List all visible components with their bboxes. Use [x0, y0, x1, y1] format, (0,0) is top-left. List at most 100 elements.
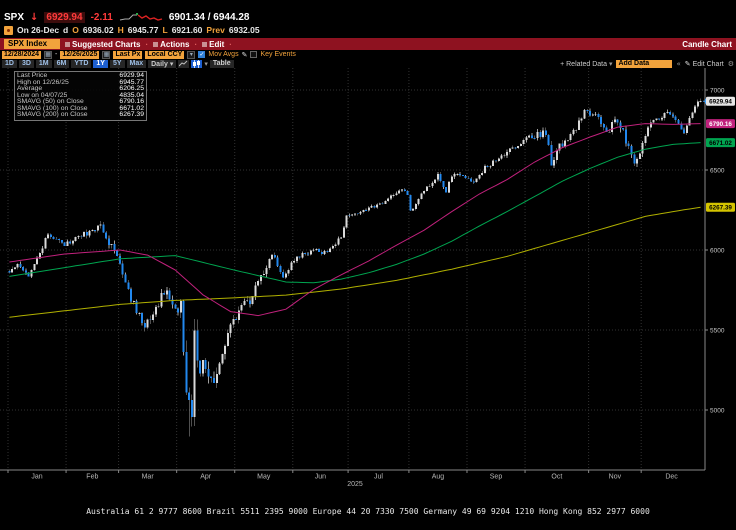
- high-value: 6945.77: [127, 25, 159, 35]
- period-button-1d[interactable]: 1D: [2, 59, 17, 68]
- frequency-dropdown[interactable]: Daily ▾: [148, 59, 177, 68]
- session-flag: d: [63, 25, 69, 35]
- pencil-icon: ✎: [684, 59, 691, 68]
- down-arrow-icon: ↓: [30, 11, 39, 23]
- prev-label: Prev: [206, 25, 225, 35]
- svg-text:Apr: Apr: [200, 474, 212, 481]
- chart-legend[interactable]: Last Price 6929.94 High on 12/26/25 6945.77…: [14, 71, 147, 121]
- legend-row[interactable]: High on 12/26/25 6945.77: [17, 78, 144, 86]
- svg-text:5000: 5000: [710, 407, 725, 414]
- currency-dropdown[interactable]: Local CCY: [145, 50, 185, 59]
- quote-header-line2: On 26-Dec d O 6936.02 H 6945.77 L 6921.6…: [4, 25, 260, 35]
- menu-separator: ·: [145, 39, 149, 49]
- gear-icon[interactable]: ⚙: [727, 59, 734, 68]
- candlestick-chart[interactable]: 7000 6500 6000 5500 5000 Jan Feb Mar Apr May Jun Ju…: [0, 68, 736, 487]
- svg-text:5500: 5500: [710, 327, 725, 334]
- svg-text:Jun: Jun: [315, 474, 326, 481]
- edit-mov-avgs-icon[interactable]: ✎: [241, 50, 248, 59]
- actions-icon: [153, 41, 159, 47]
- legend-row[interactable]: SMAVG (50) on Close 6790.16: [17, 98, 144, 105]
- svg-text:Feb: Feb: [86, 474, 98, 481]
- legend-row[interactable]: SMAVG (100) on Close 6671.02: [17, 104, 144, 112]
- svg-text:Aug: Aug: [432, 474, 445, 481]
- period-button-5y[interactable]: 5Y: [109, 59, 125, 68]
- period-button-1y[interactable]: 1Y: [93, 59, 108, 68]
- net-change: -2.11: [90, 11, 113, 23]
- svg-text:6267.39: 6267.39: [709, 205, 732, 212]
- menu-separator: ·: [229, 39, 232, 49]
- legend-row[interactable]: Average 6206.25: [17, 85, 144, 92]
- period-button-ytd[interactable]: YTD: [71, 59, 92, 68]
- menu-item-actions[interactable]: Actions: [153, 40, 189, 49]
- candle-chart-type-button[interactable]: [191, 59, 203, 68]
- key-events-label: Key Events: [260, 51, 296, 58]
- mov-avgs-label: Mov Avgs: [208, 51, 239, 58]
- bid-ask: 6901.34 / 6944.28: [168, 11, 250, 23]
- edit-chart-button[interactable]: ✎ Edit Chart: [684, 59, 724, 68]
- period-button-3d[interactable]: 3D: [18, 59, 34, 68]
- security-input[interactable]: SPX Index: [4, 39, 60, 49]
- last-price: 6929.94: [44, 11, 85, 23]
- svg-text:Oct: Oct: [551, 474, 562, 481]
- ticker-symbol: SPX: [4, 11, 25, 23]
- price-field-dropdown[interactable]: Last Px: [113, 50, 143, 59]
- open-label: O: [72, 25, 79, 35]
- footer: Australia 61 2 9777 8600 Brazil 5511 239…: [0, 488, 736, 530]
- high-label: H: [117, 25, 124, 35]
- toolbar-row: 1D 3D 1M 6M YTD 1Y 5Y Max Daily ▾ ▾ Table + Rel…: [0, 59, 736, 68]
- chevron-down-icon[interactable]: ▾: [187, 50, 196, 59]
- legend-row[interactable]: Low on 04/07/25 4835.04: [17, 91, 144, 99]
- svg-text:6000: 6000: [710, 247, 725, 254]
- legend-row[interactable]: SMAVG (200) on Close 6267.39: [17, 111, 144, 118]
- menu-item-suggested-charts[interactable]: Suggested Charts: [65, 40, 140, 49]
- date-from-input[interactable]: 12/28/2024: [2, 50, 42, 59]
- quote-header-line1: SPX ↓ 6929.94 -2.11 6901.34 / 6944.28: [4, 11, 249, 23]
- settings-row: 12/28/2024 ▦ - 12/26/2025 ▦ Last Px Loca…: [0, 50, 736, 59]
- period-button-6m[interactable]: 6M: [53, 59, 70, 68]
- collapse-icon[interactable]: «: [676, 59, 681, 68]
- footer-contact-line1: Australia 61 2 9777 8600 Brazil 5511 239…: [86, 507, 650, 516]
- related-data-button[interactable]: + Related Data ▾: [560, 59, 613, 68]
- period-button-1m[interactable]: 1M: [35, 59, 52, 68]
- svg-text:Dec: Dec: [665, 474, 678, 481]
- period-button-max[interactable]: Max: [126, 59, 147, 68]
- edit-icon: [202, 41, 208, 47]
- low-label: L: [162, 25, 168, 35]
- open-value: 6936.02: [82, 25, 114, 35]
- svg-text:2025: 2025: [347, 481, 363, 487]
- alert-icon[interactable]: [4, 25, 13, 35]
- svg-text:Jan: Jan: [31, 474, 42, 481]
- chart-type-label: Candle Chart: [682, 39, 732, 49]
- svg-text:Mar: Mar: [142, 474, 155, 481]
- table-button[interactable]: Table: [209, 59, 234, 68]
- low-value: 6921.60: [171, 25, 203, 35]
- svg-text:Nov: Nov: [609, 474, 622, 481]
- calendar-icon[interactable]: ▦: [44, 50, 53, 59]
- session-date: On 26-Dec: [17, 25, 60, 35]
- date-range-dash: -: [55, 51, 58, 58]
- period-buttons: 1D 3D 1M 6M YTD 1Y 5Y Max: [2, 59, 147, 68]
- suggested-charts-icon: [65, 41, 70, 47]
- mov-avgs-checkbox[interactable]: ✓: [198, 51, 206, 58]
- chevron-down-icon: ▾: [169, 59, 174, 68]
- intraday-sparkline: [119, 13, 162, 21]
- svg-text:May: May: [257, 474, 271, 481]
- svg-text:6929.94: 6929.94: [709, 99, 732, 106]
- key-events-checkbox[interactable]: [250, 51, 258, 58]
- svg-text:Sep: Sep: [490, 474, 503, 481]
- svg-text:6790.16: 6790.16: [709, 121, 732, 128]
- svg-text:Jul: Jul: [374, 474, 383, 481]
- calendar-icon[interactable]: ▦: [102, 50, 111, 59]
- menu-item-edit[interactable]: Edit: [202, 40, 224, 49]
- date-to-input[interactable]: 12/26/2025: [60, 50, 100, 59]
- add-data-input[interactable]: Add Data: [616, 59, 673, 68]
- prev-value: 6932.05: [228, 25, 260, 35]
- svg-text:6671.02: 6671.02: [709, 140, 732, 147]
- legend-row[interactable]: Last Price 6929.94: [17, 72, 144, 79]
- menu-bar: SPX Index Suggested Charts · Actions · E…: [0, 38, 736, 50]
- more-chart-types-icon[interactable]: ▾: [204, 59, 208, 68]
- line-chart-type-button[interactable]: [178, 59, 190, 68]
- svg-text:6500: 6500: [710, 167, 725, 174]
- chevron-down-icon: ▾: [608, 59, 613, 68]
- chart-area: 7000 6500 6000 5500 5000 Jan Feb Mar Apr May Jun Ju…: [0, 68, 736, 487]
